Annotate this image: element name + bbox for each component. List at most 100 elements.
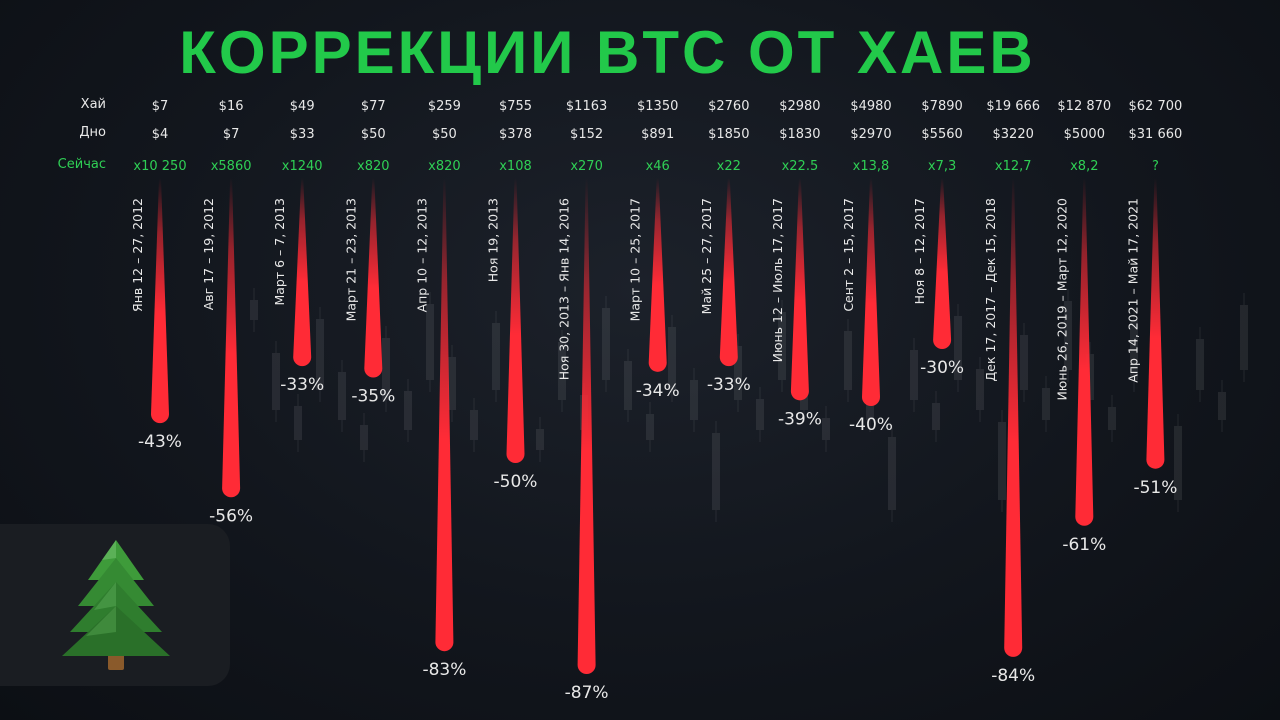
row-label-high: Хай (80, 97, 106, 112)
period-label: Март 10 – 25, 2017 (628, 198, 643, 321)
drop-percent-label: -35% (351, 387, 395, 407)
drop-percent-label: -51% (1133, 478, 1177, 498)
now-multiplier: x46 (646, 159, 670, 174)
drop-bar (435, 178, 454, 652)
bg-candle (1086, 354, 1094, 400)
drop-percent-label: -39% (778, 409, 822, 429)
high-value: $1350 (637, 99, 678, 114)
high-value: $12 870 (1057, 99, 1111, 114)
drop-bar (1075, 178, 1094, 526)
low-value: $7 (223, 127, 240, 142)
background-candles (250, 288, 1248, 522)
period-label: Дек 17, 2017 – Дек 15, 2018 (983, 198, 998, 382)
bg-candle (624, 361, 632, 410)
high-value: $16 (219, 99, 244, 114)
high-value: $49 (290, 99, 315, 114)
period-label: Авг 17 – 19, 2012 (201, 198, 216, 310)
low-value: $3220 (993, 127, 1034, 142)
now-multiplier: ? (1152, 159, 1159, 174)
bg-candle (734, 346, 742, 400)
bg-candle (998, 422, 1006, 500)
drop-percent-label: -61% (1062, 535, 1106, 555)
high-value: $62 700 (1129, 99, 1183, 114)
row-label-low: Дно (79, 125, 106, 140)
bg-candle (954, 316, 962, 380)
drop-percent-label: -33% (280, 375, 324, 395)
drop-percent-label: -30% (920, 358, 964, 378)
high-value: $2980 (779, 99, 820, 114)
bg-candle (316, 319, 324, 390)
now-multiplier: x820 (357, 159, 390, 174)
drop-bar (364, 178, 383, 378)
high-value: $7890 (921, 99, 962, 114)
now-multiplier: x22.5 (782, 159, 819, 174)
bg-candle (910, 350, 918, 400)
drop-percent-label: -33% (707, 375, 751, 395)
drop-bar (577, 178, 596, 675)
low-value: $2970 (850, 127, 891, 142)
now-multiplier: x8,2 (1070, 159, 1098, 174)
bg-candle (822, 418, 830, 440)
period-label: Апр 10 – 12, 2013 (414, 198, 429, 312)
period-label: Июнь 12 – Июль 17, 2017 (770, 198, 785, 362)
drop-percent-label: -87% (565, 683, 609, 703)
drop-bar (648, 178, 667, 372)
drop-percent-label: -50% (494, 472, 538, 492)
bg-candle (778, 312, 786, 380)
bg-candle (294, 406, 302, 440)
bg-candle (1064, 301, 1072, 370)
drop-percent-label: -56% (209, 506, 253, 526)
high-value: $77 (361, 99, 386, 114)
low-value: $5560 (921, 127, 962, 142)
now-multiplier: x5860 (211, 159, 252, 174)
now-multiplier: x13,8 (853, 159, 890, 174)
high-value: $755 (499, 99, 532, 114)
bg-candle (712, 433, 720, 510)
bg-candle (1130, 320, 1138, 380)
high-value: $1163 (566, 99, 607, 114)
now-multiplier: x12,7 (995, 159, 1032, 174)
period-label: Март 6 – 7, 2013 (272, 198, 287, 306)
bg-candle (1020, 335, 1028, 390)
low-value: $4 (152, 127, 169, 142)
bg-candle (558, 342, 566, 400)
now-multiplier: x10 250 (133, 159, 186, 174)
high-value: $19 666 (986, 99, 1040, 114)
bg-candle (404, 391, 412, 430)
bg-candle (888, 437, 896, 510)
bg-candle (382, 338, 390, 400)
drop-bar (506, 178, 525, 464)
bg-candle (602, 308, 610, 380)
drop-percent-label: -84% (991, 666, 1035, 686)
now-multiplier: x7,3 (928, 159, 956, 174)
bars-layer: $7 $4 x10 250 -43% Янв 12 – 27, 2012 $16 $7 x58… (130, 99, 1182, 703)
drop-bar (719, 178, 738, 367)
low-value: $1830 (779, 127, 820, 142)
bg-candle (1218, 392, 1226, 420)
bg-candle (844, 331, 852, 390)
low-value: $891 (641, 127, 674, 142)
drop-percent-label: -83% (422, 660, 466, 680)
bg-candle (492, 323, 500, 390)
period-label: Сент 2 – 15, 2017 (841, 198, 856, 312)
bg-candle (360, 425, 368, 450)
bg-candle (470, 410, 478, 440)
bg-candle (338, 372, 346, 420)
bg-candle (448, 357, 456, 410)
bg-candle (668, 327, 676, 390)
now-multiplier: x270 (570, 159, 603, 174)
bg-candle (1108, 407, 1116, 430)
high-value: $7 (152, 99, 169, 114)
low-value: $50 (361, 127, 386, 142)
drop-percent-label: -34% (636, 381, 680, 401)
drop-bar (790, 178, 809, 401)
bg-candle (756, 399, 764, 430)
drop-bar (151, 178, 169, 424)
low-value: $5000 (1064, 127, 1105, 142)
bg-candle (1042, 388, 1050, 420)
high-value: $4980 (850, 99, 891, 114)
now-multiplier: x820 (428, 159, 461, 174)
row-label-now: Сейчас (57, 157, 106, 172)
bg-candle (272, 353, 280, 410)
bg-candle (690, 380, 698, 420)
